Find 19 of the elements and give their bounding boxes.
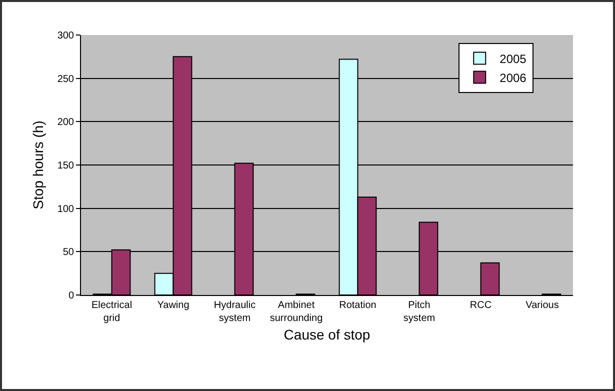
x-tick-label: Hydraulic system [214,300,256,324]
x-axis-title: Cause of stop [284,326,370,342]
x-tick-label: Electrical grid [91,300,132,324]
y-tick-label: 50 [62,247,74,258]
y-tick-label: 200 [57,117,74,128]
x-tick-label: Rotation [339,300,376,311]
legend-label: 2006 [500,70,527,85]
x-tick-label: RCC [470,300,492,311]
x-tick-label: Various [526,300,559,311]
x-tick-label: Yawing [157,300,190,311]
legend-label: 2005 [500,52,527,66]
y-tick-label: 150 [57,160,74,172]
x-tick-label: Ambinet surrounding [270,300,323,324]
y-tick-label: 0 [68,290,74,302]
y-axis-title: Stop hours (h) [30,120,46,210]
y-tick-label: 100 [57,204,74,215]
y-tick-label: 300 [57,30,74,42]
y-tick-label: 250 [57,74,74,85]
x-tick-label: Pitch system [403,300,436,324]
